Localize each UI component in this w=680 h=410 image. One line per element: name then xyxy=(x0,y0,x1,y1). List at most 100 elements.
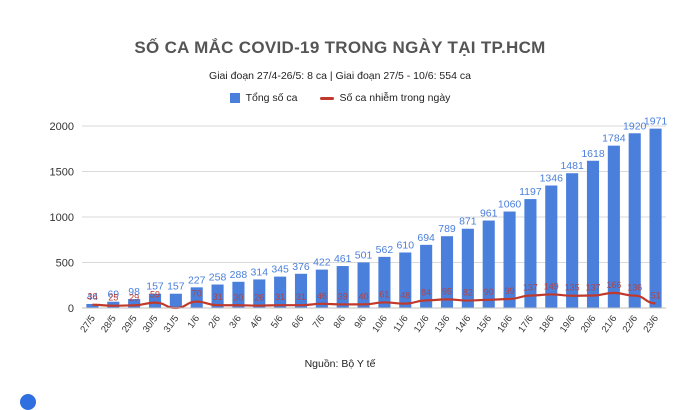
line-data-label: 136 xyxy=(627,283,642,293)
line-data-label: 84 xyxy=(421,287,431,297)
bar-data-label: 610 xyxy=(397,239,415,251)
legend-bar-swatch xyxy=(229,93,240,103)
line-data-label: 30 xyxy=(233,292,243,302)
line-data-label: 70 xyxy=(192,289,202,299)
legend-item-daily: Số ca nhiễm trong ngày xyxy=(319,92,450,104)
bar xyxy=(128,299,141,308)
bar-data-label: 44 xyxy=(87,291,99,303)
x-tick-label: 4/6 xyxy=(248,313,265,330)
line-data-label: 40 xyxy=(359,291,369,301)
bar-data-label: 1346 xyxy=(540,173,564,185)
y-tick-label: 0 xyxy=(68,303,74,315)
legend-item-total: Tổng số ca xyxy=(229,92,298,104)
bar-data-label: 1784 xyxy=(602,133,626,145)
x-tick-label: 13/6 xyxy=(433,313,453,334)
x-tick-label: 5/6 xyxy=(269,313,286,330)
bar-data-label: 1197 xyxy=(519,186,542,198)
bar-data-label: 345 xyxy=(271,264,289,276)
line-data-label: 61 xyxy=(379,289,389,299)
chart-source: Nguồn: Bộ Y tế xyxy=(304,358,376,370)
bar xyxy=(524,199,537,308)
bar-data-label: 461 xyxy=(334,253,352,265)
bar-data-label: 871 xyxy=(459,216,477,228)
bar-data-label: 69 xyxy=(107,289,119,301)
line-data-label: 31 xyxy=(275,292,285,302)
chart-title: SỐ CA MẮC COVID-19 TRONG NGÀY TẠI TP.HCM xyxy=(134,38,546,57)
x-tick-label: 7/6 xyxy=(311,313,328,330)
line-data-label: 149 xyxy=(544,281,559,291)
bar-data-label: 1481 xyxy=(560,160,584,172)
bar xyxy=(545,185,558,308)
legend: Tổng số ca Số ca nhiễm trong ngày xyxy=(0,92,680,104)
line-data-label: 135 xyxy=(565,283,580,293)
line-data-label: 26 xyxy=(254,293,264,303)
bar-data-label: 314 xyxy=(251,266,269,278)
x-tick-label: 18/6 xyxy=(537,313,557,334)
x-tick-label: 20/6 xyxy=(579,313,599,334)
x-tick-label: 16/6 xyxy=(495,313,515,334)
x-tick-label: 10/6 xyxy=(370,313,390,334)
bar-data-label: 157 xyxy=(167,281,185,293)
bar xyxy=(440,236,454,308)
bar-data-label: 1618 xyxy=(581,148,605,160)
line-data-label: 166 xyxy=(606,280,621,290)
bar xyxy=(399,252,412,308)
y-tick-label: 500 xyxy=(56,258,74,270)
line-data-label: 31 xyxy=(296,292,306,302)
bar xyxy=(628,133,641,308)
x-tick-label: 15/6 xyxy=(475,313,495,334)
bar xyxy=(378,256,391,308)
x-tick-label: 29/5 xyxy=(120,313,140,334)
bar-data-label: 1060 xyxy=(498,199,522,211)
bar xyxy=(482,220,495,308)
line-data-label: 29 xyxy=(129,292,139,302)
y-tick-label: 1500 xyxy=(50,167,74,179)
bar-data-label: 694 xyxy=(417,232,435,244)
daily-cases-line xyxy=(92,291,656,310)
bar xyxy=(607,145,620,308)
line-data-label: 48 xyxy=(400,291,410,301)
bar-data-label: 98 xyxy=(128,286,140,298)
bar-data-label: 376 xyxy=(292,261,310,273)
bar xyxy=(274,276,287,308)
line-data-label: 137 xyxy=(523,283,538,293)
x-tick-label: 21/6 xyxy=(600,313,620,334)
bar xyxy=(649,128,662,308)
bar xyxy=(86,303,99,308)
chart-subtitle: Giai đoạn 27/4-26/5: 8 ca | Giai đoạn 27… xyxy=(209,70,471,82)
x-tick-label: 22/6 xyxy=(621,313,641,334)
bar-data-label: 1971 xyxy=(644,116,668,128)
line-data-label: 31 xyxy=(213,292,223,302)
x-tick-label: 27/5 xyxy=(78,313,98,334)
x-tick-label: 17/6 xyxy=(516,313,536,334)
x-tick-label: 23/6 xyxy=(641,313,661,334)
floating-action-dot[interactable] xyxy=(20,394,36,410)
bar-data-label: 157 xyxy=(146,281,164,293)
x-tick-label: 19/6 xyxy=(558,313,578,334)
bar xyxy=(169,293,182,308)
line-data-label: 39 xyxy=(338,291,348,301)
y-tick-label: 2000 xyxy=(50,121,74,133)
line-data-label: 90 xyxy=(484,287,494,297)
line-data-label: 95 xyxy=(442,286,452,296)
legend-label-total: Tổng số ca xyxy=(245,92,298,104)
x-tick-label: 8/6 xyxy=(332,313,349,330)
bar xyxy=(357,262,370,308)
line-data-label: 36 xyxy=(87,292,97,302)
line-data-label: 82 xyxy=(463,288,473,298)
bar-data-label: 227 xyxy=(188,274,206,286)
bar-data-label: 288 xyxy=(230,269,248,281)
x-tick-label: 3/6 xyxy=(227,313,244,330)
x-tick-label: 2/6 xyxy=(206,313,223,330)
x-tick-label: 14/6 xyxy=(454,313,474,334)
x-tick-label: 9/6 xyxy=(352,313,369,330)
bar xyxy=(294,273,308,308)
bar xyxy=(211,284,224,308)
bar-data-label: 422 xyxy=(313,257,331,269)
bar xyxy=(586,160,600,308)
bar xyxy=(253,279,266,308)
legend-line-swatch xyxy=(319,96,334,100)
bar xyxy=(315,269,328,308)
bar xyxy=(148,293,162,308)
